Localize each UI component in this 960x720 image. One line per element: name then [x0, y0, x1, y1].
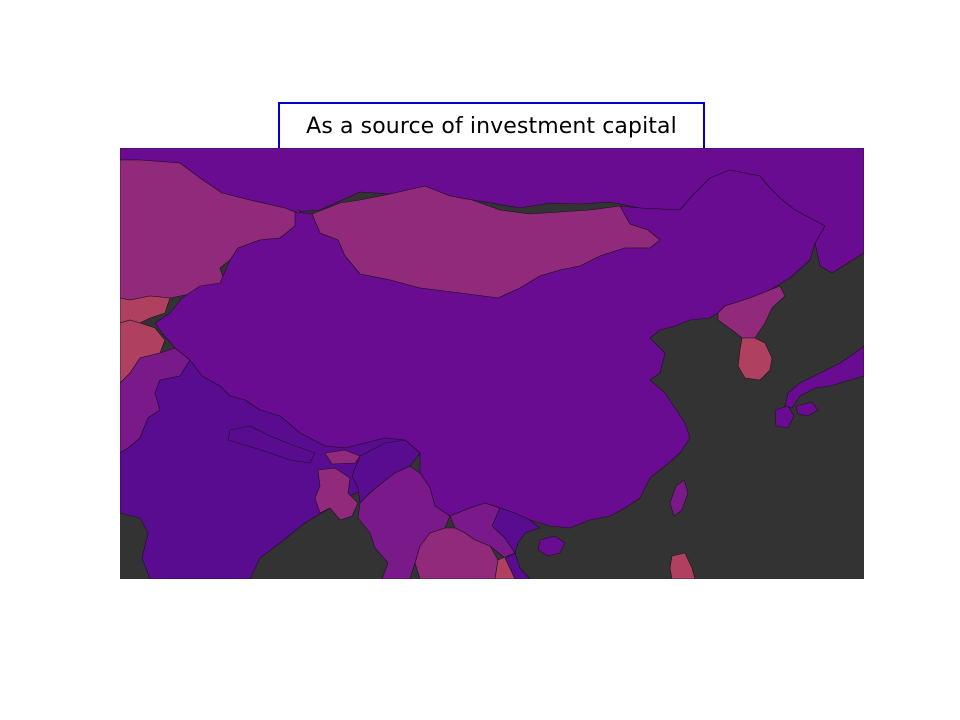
- region-vietnam: [484, 502, 541, 579]
- region-nepal: [227, 425, 316, 464]
- region-south-korea: [737, 337, 773, 381]
- region-taiwan: [669, 479, 689, 517]
- region-thailand: [414, 527, 499, 579]
- region-bhutan: [324, 449, 361, 465]
- region-bangladesh: [314, 467, 359, 521]
- choropleth-map: [120, 148, 864, 579]
- region-cambodia: [494, 552, 516, 579]
- region-japan-shikoku: [795, 401, 819, 417]
- region-japan-kyushu: [774, 405, 795, 429]
- map-title-box: As a source of investment capital: [278, 102, 705, 150]
- region-north-korea: [717, 285, 786, 339]
- region-hainan: [537, 535, 566, 557]
- map-title: As a source of investment capital: [306, 113, 677, 139]
- region-philippines: [669, 552, 696, 579]
